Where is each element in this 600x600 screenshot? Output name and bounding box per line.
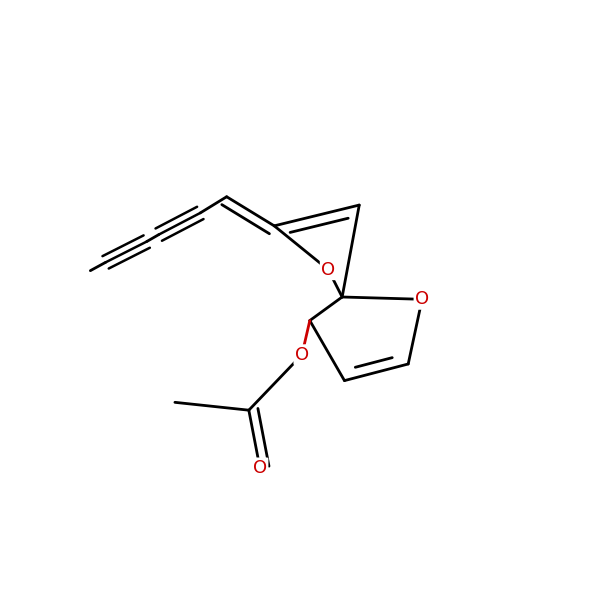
Text: O: O <box>321 261 335 279</box>
Text: O: O <box>295 346 309 364</box>
Text: O: O <box>415 290 429 308</box>
Text: O: O <box>253 459 267 477</box>
